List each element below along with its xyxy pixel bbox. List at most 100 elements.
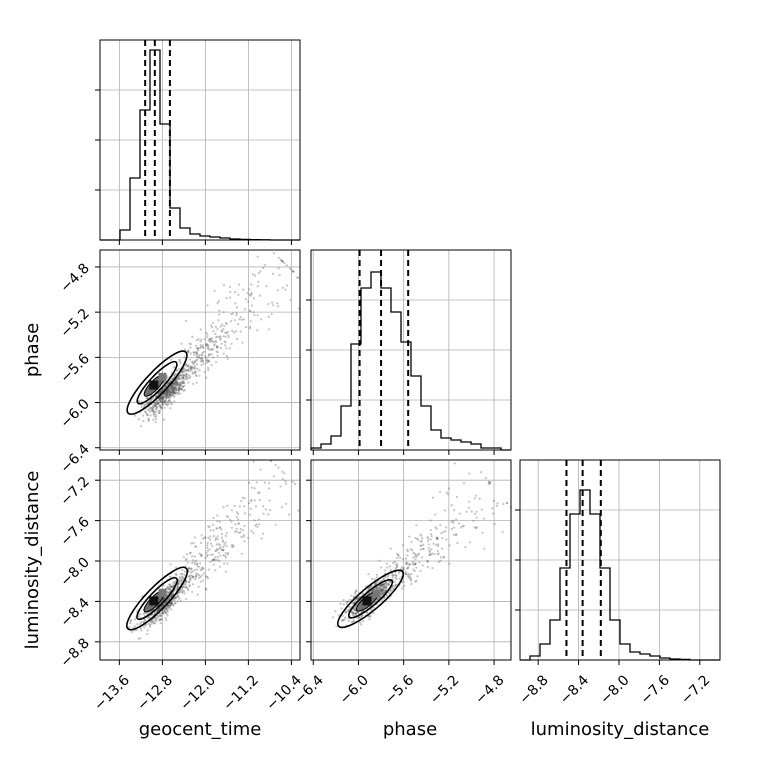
scatter-point — [460, 526, 463, 529]
scatter-point — [416, 537, 419, 540]
scatter-point — [139, 627, 142, 630]
scatter-point — [227, 515, 230, 519]
scatter-point — [406, 548, 409, 551]
scatter-point — [161, 611, 164, 615]
scatter-point — [219, 346, 223, 350]
scatter-point — [379, 580, 382, 583]
scatter-point — [205, 356, 208, 360]
scatter-point — [192, 382, 195, 385]
scatter-point — [384, 590, 387, 593]
scatter-point — [401, 581, 404, 584]
scatter-point — [204, 587, 207, 590]
scatter-point — [177, 586, 180, 589]
scatter-point — [388, 565, 391, 568]
scatter-point — [157, 393, 160, 396]
scatter-point — [263, 263, 266, 267]
density-cell — [372, 589, 381, 598]
scatter-point — [243, 505, 246, 508]
scatter-point — [169, 595, 172, 599]
scatter-point — [159, 400, 162, 403]
scatter-point — [156, 609, 159, 612]
scatter-point — [427, 537, 430, 540]
scatter-point — [453, 508, 456, 512]
scatter-point — [176, 381, 179, 384]
scatter-point — [157, 397, 160, 400]
scatter-point — [434, 526, 437, 529]
scatter-point — [181, 382, 184, 385]
scatter-point — [195, 545, 198, 548]
scatter-point — [176, 582, 179, 586]
scatter-point — [187, 351, 190, 354]
scatter-point — [385, 576, 388, 579]
scatter-point — [154, 404, 157, 407]
scatter-point — [272, 272, 275, 275]
scatter-point — [167, 395, 170, 399]
scatter-point — [396, 565, 399, 568]
scatter-point — [249, 327, 252, 330]
scatter-point — [209, 339, 213, 342]
scatter-point — [199, 568, 202, 571]
scatter-point — [171, 391, 174, 394]
scatter-point — [166, 391, 169, 394]
histogram-steps — [100, 49, 300, 241]
scatter-point — [159, 390, 162, 394]
scatter-point — [162, 400, 165, 403]
scatter-point — [380, 588, 383, 591]
y-tick-label: −8.4 — [57, 595, 92, 630]
scatter-point — [281, 286, 284, 289]
scatter-point — [215, 345, 218, 348]
scatter-point — [384, 585, 387, 588]
scatter-point — [171, 581, 174, 584]
scatter-point — [255, 523, 258, 526]
scatter-point — [151, 405, 154, 408]
scatter-point — [239, 531, 242, 534]
scatter-point — [474, 527, 477, 530]
scatter-point — [379, 585, 382, 588]
scatter-point — [243, 512, 246, 515]
scatter-point — [260, 537, 263, 540]
scatter-point — [475, 510, 478, 513]
scatter-point — [220, 548, 223, 551]
scatter-point — [224, 570, 228, 573]
scatter-point — [186, 350, 190, 353]
scatter-point — [204, 355, 207, 358]
scatter-point — [430, 548, 433, 551]
scatter-point — [165, 600, 168, 603]
scatter-point — [154, 404, 157, 407]
scatter-point — [166, 593, 169, 597]
scatter-point — [216, 345, 219, 348]
scatter-point — [201, 351, 204, 354]
scatter-point — [281, 470, 284, 473]
scatter-point — [205, 361, 208, 364]
scatter-point — [373, 606, 376, 610]
scatter-point — [250, 291, 253, 295]
scatter-point — [383, 596, 386, 600]
density-peak — [149, 380, 159, 390]
scatter-point — [467, 506, 470, 509]
scatter-point — [213, 558, 216, 561]
scatter-point — [259, 468, 262, 471]
scatter-point — [163, 392, 166, 395]
scatter-point — [170, 601, 173, 605]
scatter-point — [159, 399, 162, 402]
scatter-point — [168, 394, 171, 397]
scatter-point — [192, 366, 195, 369]
scatter-point — [147, 417, 150, 420]
scatter-point — [420, 544, 423, 548]
scatter-point — [401, 557, 404, 561]
scatter-point — [161, 604, 164, 608]
scatter-point — [352, 620, 355, 623]
scatter-point — [190, 366, 193, 369]
scatter-point — [171, 592, 174, 596]
scatter-point — [283, 472, 286, 475]
scatter-point — [167, 390, 170, 393]
scatter-point — [214, 536, 217, 540]
scatter-point — [159, 397, 162, 400]
scatter-point — [212, 516, 215, 520]
scatter-point — [145, 397, 148, 400]
scatter-point — [196, 347, 199, 350]
scatter-point — [160, 614, 163, 617]
scatter-point — [178, 374, 181, 377]
scatter-point — [166, 393, 169, 396]
scatter-point — [345, 603, 348, 606]
